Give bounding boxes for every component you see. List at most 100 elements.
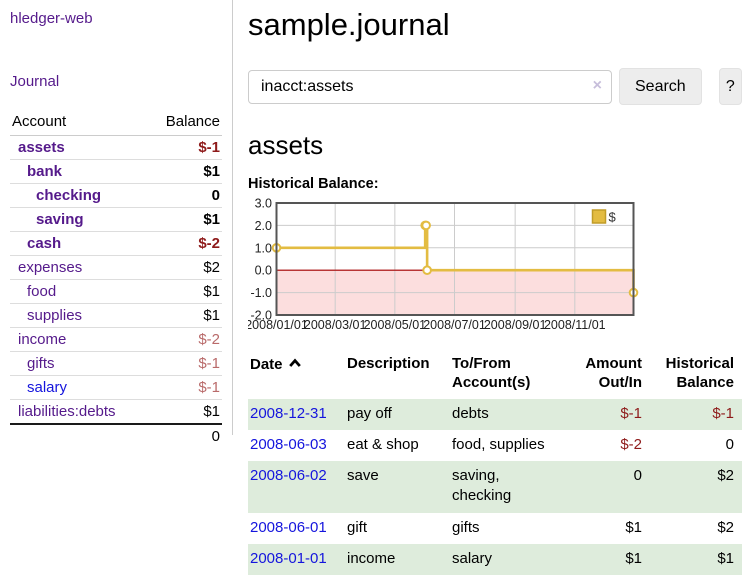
clear-search-icon[interactable]: × <box>592 76 602 94</box>
page-title: sample.journal <box>248 7 450 42</box>
account-balance: $-1 <box>147 375 222 400</box>
account-link[interactable]: food <box>27 283 57 300</box>
svg-text:2.0: 2.0 <box>255 219 272 233</box>
account-balance: $1 <box>147 303 222 328</box>
txn-balance: $2 <box>717 518 734 536</box>
txn-description: pay off <box>345 398 450 430</box>
account-link[interactable]: expenses <box>18 259 83 276</box>
accounts-body: assets $-1 bank $1 checking 0 saving $1 cash $-2 e… <box>10 135 222 425</box>
txn-description: eat & shop <box>347 435 419 453</box>
txn-header-description: Description <box>347 355 430 372</box>
svg-text:2008/03/01: 2008/03/01 <box>304 318 367 332</box>
txn-balance: $1 <box>644 543 742 575</box>
transactions-body: 2008-12-31 pay off debts $-1 $-1 2008-06-03 ea… <box>248 398 742 575</box>
sidebar-item-journal[interactable]: Journal <box>10 73 60 90</box>
account-link[interactable]: income <box>18 331 67 348</box>
brand-link[interactable]: hledger-web <box>10 10 93 27</box>
account-row: assets $-1 <box>10 135 222 160</box>
account-link[interactable]: supplies <box>27 307 83 324</box>
historical-balance-label: Historical Balance: <box>248 176 379 192</box>
accounts-total-value: 0 <box>147 423 222 448</box>
account-row: expenses $2 <box>10 255 222 280</box>
sort-ascending-icon <box>288 355 302 374</box>
account-link[interactable]: checking <box>36 187 102 204</box>
txn-date-link[interactable]: 2008-06-03 <box>250 435 327 453</box>
help-button[interactable]: ? <box>718 68 742 105</box>
txn-balance: 0 <box>725 435 734 453</box>
search-button[interactable]: Search <box>619 68 702 105</box>
main-content: sample.journal × Search ? assets Histori… <box>248 0 742 575</box>
svg-text:2008/07/01: 2008/07/01 <box>423 318 486 332</box>
txn-description: gift <box>347 518 368 536</box>
sidebar: hledger-web Journal Account Balance asse… <box>0 0 233 448</box>
accounts-total-row: 0 <box>10 423 222 448</box>
accounts-header-account: Account <box>10 109 148 136</box>
svg-text:1.0: 1.0 <box>255 241 272 255</box>
txn-accounts: food, supplies <box>452 435 545 453</box>
svg-text:2008/09/01: 2008/09/01 <box>484 318 547 332</box>
svg-text:-1.0: -1.0 <box>250 286 272 300</box>
transactions-table: Date Description To/From Account(s) Amou… <box>248 353 742 575</box>
account-balance: 0 <box>147 183 222 208</box>
account-balance: $-1 <box>147 351 222 376</box>
account-row: income $-2 <box>10 327 222 352</box>
account-balance: $2 <box>147 255 222 280</box>
txn-date-link[interactable]: 2008-06-02 <box>250 467 327 484</box>
transaction-row: 2008-06-01 gift gifts $1 $2 <box>248 513 742 544</box>
account-link[interactable]: salary <box>27 379 68 396</box>
balance-chart: 3.0 2.0 1.0 0.0 -1.0 -2.02008/01/012008/03/01… <box>248 197 639 332</box>
account-row: supplies $1 <box>10 303 222 328</box>
svg-text:2008/11/01: 2008/11/01 <box>544 318 606 332</box>
search-bar: × Search ? <box>248 68 742 105</box>
account-row: saving $1 <box>10 207 222 232</box>
txn-amount: $1 <box>625 518 642 536</box>
txn-balance: $2 <box>644 461 742 513</box>
account-row: checking 0 <box>10 183 222 208</box>
txn-accounts: salary <box>450 543 554 575</box>
account-link[interactable]: liabilities:debts <box>18 403 116 420</box>
accounts-header-balance: Balance <box>147 109 222 136</box>
txn-date-link[interactable]: 2008-06-01 <box>250 518 327 536</box>
txn-description: income <box>345 543 450 575</box>
txn-description: save <box>345 461 450 513</box>
account-row: gifts $-1 <box>10 351 222 376</box>
txn-balance: $-1 <box>644 398 742 430</box>
txn-accounts: debts <box>450 398 554 430</box>
txn-header-accounts: To/From Account(s) <box>452 355 531 391</box>
account-link[interactable]: cash <box>27 235 62 252</box>
svg-text:0.0: 0.0 <box>255 264 272 278</box>
txn-accounts: gifts <box>452 518 480 536</box>
account-link[interactable]: saving <box>36 211 84 228</box>
account-link[interactable]: gifts <box>27 355 55 372</box>
account-row: bank $1 <box>10 159 222 184</box>
transaction-row: 2008-06-03 eat & shop food, supplies $-2 0 <box>248 430 742 461</box>
txn-header-amount: Amount Out/In <box>585 355 642 391</box>
account-row: cash $-2 <box>10 231 222 256</box>
account-heading: assets <box>248 130 324 160</box>
account-row: salary $-1 <box>10 375 222 400</box>
account-balance: $1 <box>147 279 222 304</box>
txn-date-link[interactable]: 2008-01-01 <box>250 549 327 567</box>
account-balance: $1 <box>147 207 222 232</box>
transaction-row: 2008-12-31 pay off debts $-1 $-1 <box>248 398 742 430</box>
txn-amount: $-1 <box>554 398 644 430</box>
account-link[interactable]: bank <box>27 163 63 180</box>
svg-text:$: $ <box>609 210 617 225</box>
txn-header-date[interactable]: Date <box>248 353 345 399</box>
txn-date-link[interactable]: 2008-12-31 <box>250 404 327 422</box>
search-input[interactable] <box>248 69 612 104</box>
svg-text:-2.0: -2.0 <box>250 309 272 323</box>
transaction-row: 2008-01-01 income salary $1 $1 <box>248 543 742 575</box>
account-link[interactable]: assets <box>18 139 65 156</box>
svg-text:2008/01/01: 2008/01/01 <box>248 318 308 332</box>
txn-amount: $-2 <box>620 435 642 453</box>
account-balance: $1 <box>147 159 222 184</box>
txn-accounts: saving, checking <box>450 461 554 513</box>
transaction-row: 2008-06-02 save saving, checking 0 $2 <box>248 461 742 513</box>
txn-amount: $1 <box>554 543 644 575</box>
account-balance: $-2 <box>147 327 222 352</box>
account-row: liabilities:debts $1 <box>10 399 222 425</box>
account-balance: $-1 <box>147 135 222 160</box>
svg-text:3.0: 3.0 <box>255 197 272 211</box>
accounts-table: Account Balance assets $-1 bank $1 checking 0… <box>10 109 222 448</box>
